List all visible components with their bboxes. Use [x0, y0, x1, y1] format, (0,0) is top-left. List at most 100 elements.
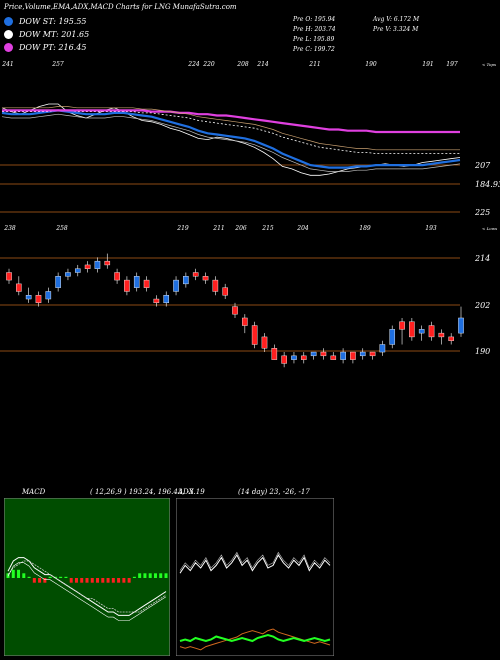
candle-body — [379, 344, 386, 353]
candle-body — [340, 351, 346, 360]
macd-histogram-bar — [153, 573, 157, 578]
candle-body — [320, 351, 327, 357]
macd-histogram-bar — [27, 576, 31, 578]
bottom-label: 193 — [425, 225, 437, 232]
candle-body — [242, 317, 248, 326]
candle-body — [133, 276, 140, 288]
macd-histogram-bar — [148, 573, 152, 578]
candle-body — [173, 279, 179, 292]
macd-histogram-bar — [17, 569, 21, 578]
candle-body — [369, 351, 376, 357]
bottom-label: 258 — [55, 225, 68, 232]
ema-chart: 241 257 224 220 208 214 211 190 191 197 < Tops 238 2… — [0, 61, 500, 232]
candle-body — [389, 329, 396, 345]
candle-body — [271, 348, 278, 360]
bottom-label: 211 — [212, 225, 224, 232]
candle-body — [399, 321, 405, 330]
candle-body — [65, 272, 71, 277]
top-label: 220 — [202, 61, 215, 68]
legend-swatch-mt — [4, 29, 13, 39]
candle-body — [438, 332, 445, 338]
candle-body — [104, 260, 111, 266]
ema-line-ema_short — [1, 109, 461, 169]
bottom-label: 204 — [296, 225, 309, 232]
macd-histogram-bar — [106, 578, 110, 583]
candle-body — [124, 279, 130, 292]
price-axis-label: 190 — [475, 347, 490, 356]
ema-line-aux — [2, 106, 460, 151]
macd-histogram-bar — [143, 573, 147, 578]
macd-histogram-bar — [164, 573, 168, 578]
macd-aux-line — [7, 562, 167, 621]
chart-title: Price,Volume,EMA,ADX,MACD Charts for LNG… — [4, 3, 237, 11]
bottom-label: 238 — [3, 225, 16, 232]
adx-line — [179, 553, 331, 574]
legend-dow-st: DOW ST: 195.55 — [4, 15, 87, 27]
macd-label: MACD — [22, 488, 46, 496]
macd-params: ( 12,26,9 ) 193.24, 196.43, -3.19 — [90, 488, 205, 496]
adx-background — [176, 498, 334, 656]
macd-histogram-bar — [138, 573, 142, 578]
legend-label-mt: DOW MT: 201.65 — [19, 29, 90, 39]
candle-body — [114, 272, 120, 281]
candle-body — [330, 355, 337, 360]
top-label: 208 — [236, 61, 249, 68]
candle-body — [192, 272, 199, 277]
candle-body — [45, 291, 52, 300]
macd-histogram-bar — [11, 569, 15, 578]
macd-background — [4, 498, 170, 656]
ema-line-ema_long — [2, 109, 460, 134]
candle-body — [409, 321, 415, 338]
macd-histogram-bar — [22, 573, 26, 578]
top-label: 190 — [365, 61, 377, 68]
candle-body — [153, 298, 160, 304]
candle-body — [202, 276, 209, 281]
macd-histogram-bar — [80, 578, 84, 583]
bottom-label: 215 — [261, 225, 274, 232]
candle-body — [163, 295, 170, 304]
bottom-label: 189 — [359, 225, 371, 232]
lows-corner-label: < Lows — [482, 226, 497, 231]
macd-histogram-bar — [159, 573, 163, 578]
tops-corner-label: < Tops — [482, 62, 496, 67]
macd-histogram-bar — [127, 578, 131, 583]
candle-body — [310, 351, 317, 357]
macd-histogram-bar — [32, 578, 36, 583]
stat-pre-close: Pre C: 199.72 — [293, 46, 335, 53]
adx-params: (14 day) 23, -26, -17 — [238, 488, 310, 496]
top-label: 224 — [187, 61, 200, 68]
candle-body — [16, 283, 22, 292]
macd-histogram-bar — [74, 578, 78, 583]
candle-body — [55, 276, 61, 288]
top-label: 211 — [308, 61, 320, 68]
top-label: 241 — [1, 61, 13, 68]
candle-body — [222, 287, 228, 296]
candle-body — [458, 317, 464, 334]
candle-body — [232, 306, 238, 315]
candle-body — [350, 351, 356, 360]
price-axis-label: 202 — [474, 301, 490, 310]
stat-pre-low: Pre L: 195.89 — [293, 36, 335, 43]
price-axis-label: 207 — [474, 161, 491, 170]
candle-body — [359, 351, 366, 357]
macd-histogram-bar — [48, 576, 52, 578]
price-axis-label: 225 — [474, 208, 490, 217]
legend-label-pt: DOW PT: 216.45 — [19, 42, 87, 52]
macd-histogram-bar — [101, 578, 105, 583]
plus-di-line — [179, 633, 331, 643]
macd-histogram-bar — [43, 578, 47, 583]
macd-histogram-bar — [111, 578, 115, 583]
adx-aux-line — [179, 551, 331, 571]
candle-body — [74, 268, 81, 273]
legend-swatch-st — [4, 16, 13, 26]
macd-histogram-bar — [69, 578, 73, 583]
macd-histogram-bar — [117, 578, 121, 583]
candle-body — [35, 295, 42, 304]
adx-label: ADX — [178, 488, 194, 496]
candle-body — [212, 279, 219, 292]
candle-body — [291, 355, 297, 360]
macd-histogram-bar — [85, 578, 89, 583]
candle-body — [281, 355, 287, 364]
legend-dow-pt: DOW PT: 216.45 — [4, 41, 86, 53]
candle-body — [251, 325, 258, 345]
